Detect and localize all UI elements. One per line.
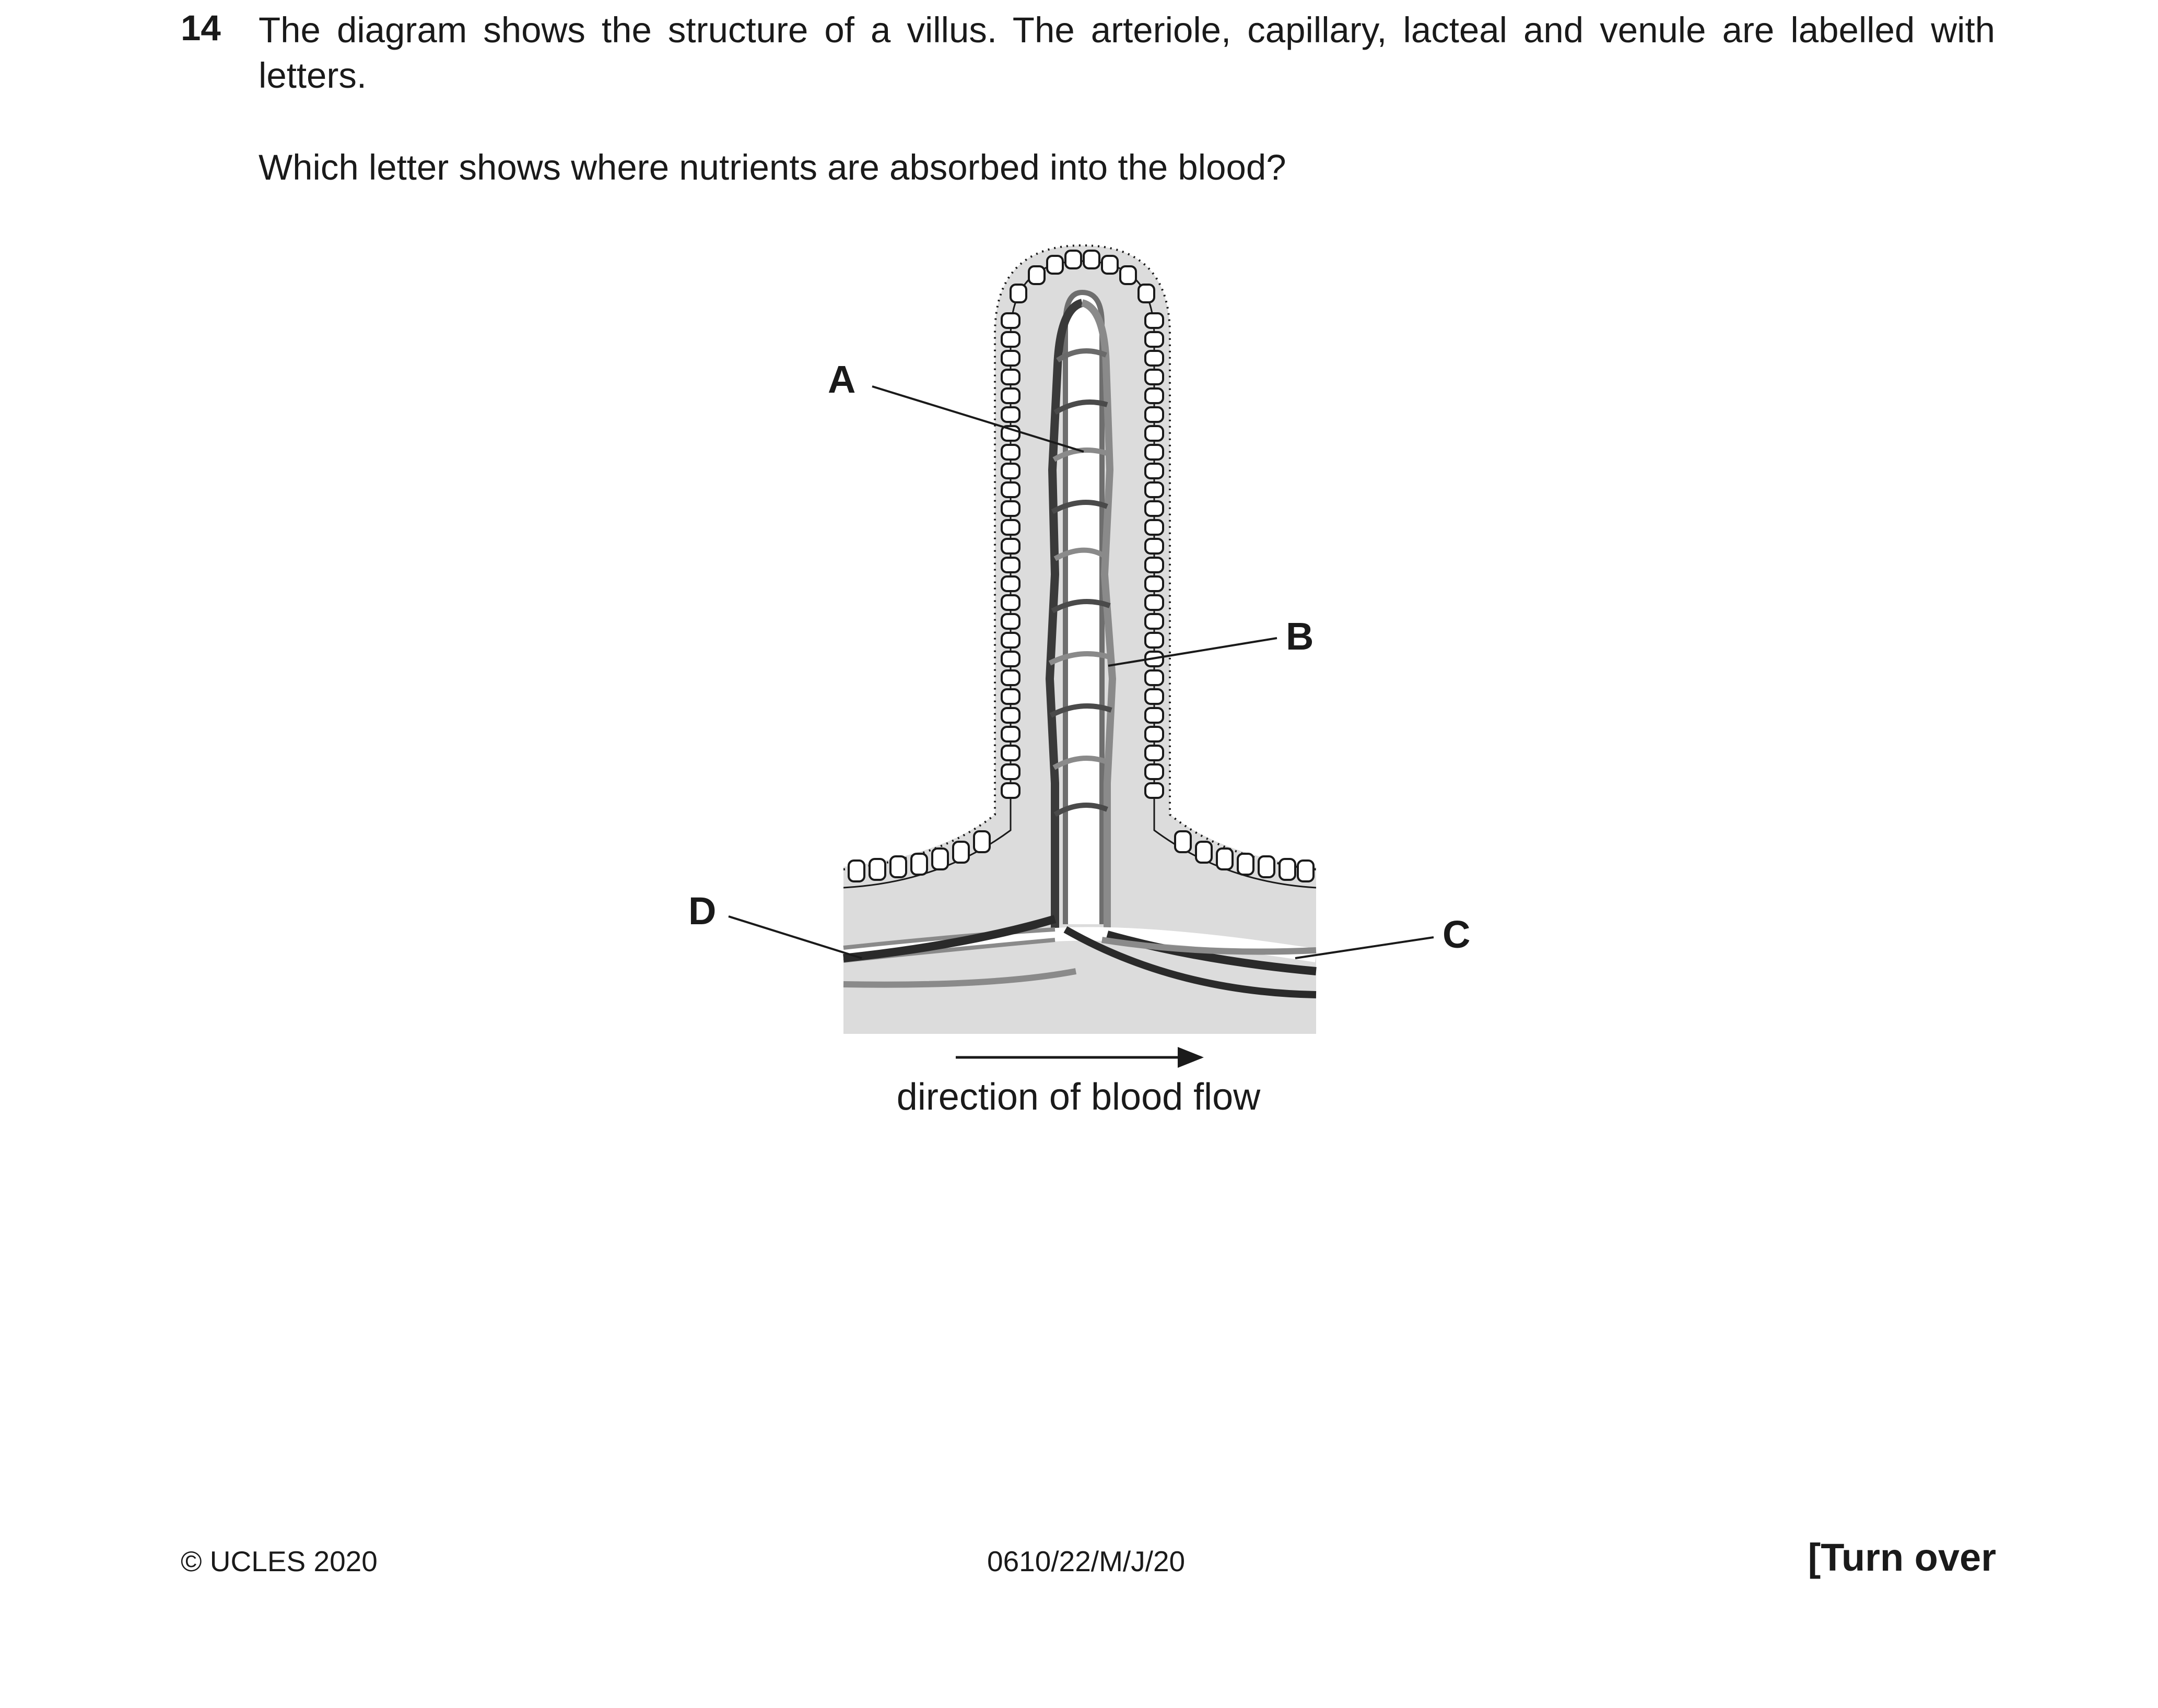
leader-A <box>872 385 1084 453</box>
label-D: D <box>688 889 716 933</box>
leader-B <box>1108 637 1277 667</box>
arteriole-in-villus <box>1081 299 1117 940</box>
lacteal <box>1063 289 1105 924</box>
epithelium-outline <box>843 244 1317 870</box>
diagram-caption: direction of blood flow <box>897 1076 1261 1118</box>
epithelial-cells-right <box>1144 312 1164 799</box>
footer-paper-code: 0610/22/M/J/20 <box>987 1545 1186 1577</box>
capillary-network <box>1048 348 1113 817</box>
leader-C <box>1295 936 1434 959</box>
leader-D <box>728 915 862 959</box>
epithelial-cells-left <box>1001 312 1021 799</box>
footer-turn-over: [Turn over <box>1808 1536 1996 1579</box>
label-A: A <box>828 358 855 401</box>
label-B: B <box>1286 615 1313 658</box>
epithelial-cells-tip <box>1010 250 1155 303</box>
question-prompt: Which letter shows where nutrients are a… <box>259 147 1286 187</box>
epithelial-cells-base <box>848 830 1315 882</box>
question-intro: The diagram shows the structure of a vil… <box>259 10 1995 96</box>
question-number: 14 <box>181 8 221 48</box>
footer-copyright: © UCLES 2020 <box>181 1545 378 1577</box>
base-vessels <box>842 915 1318 998</box>
venule-in-villus <box>1045 299 1084 940</box>
label-C: C <box>1442 913 1470 956</box>
